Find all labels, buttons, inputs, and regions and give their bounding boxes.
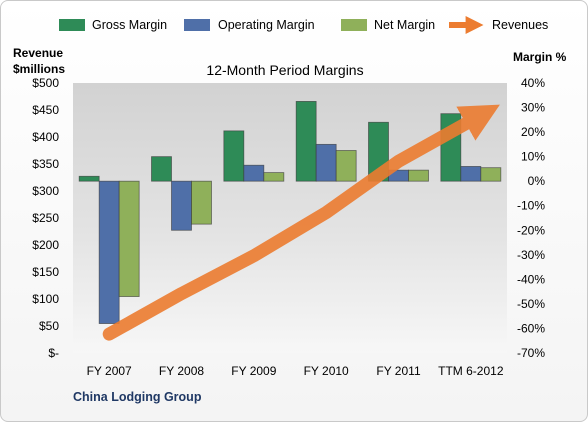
legend-label-net-margin: Net Margin — [374, 18, 435, 32]
legend-label-revenues: Revenues — [492, 18, 548, 32]
x-tick-label: FY 2011 — [376, 364, 421, 378]
bar-gross-margin — [223, 130, 245, 182]
right-tick-label: 0% — [528, 174, 546, 188]
left-tick-label: $400 — [32, 130, 59, 144]
right-tick-label: -70% — [517, 346, 545, 360]
left-tick-label: $50 — [39, 319, 59, 333]
bar-net-margin — [335, 150, 357, 182]
legend-swatch-operating-margin — [184, 19, 210, 31]
left-tick-label: $350 — [32, 157, 59, 171]
bar-net-margin — [480, 167, 502, 182]
bar-operating-margin — [171, 180, 192, 231]
x-tick-label: TTM 6-2012 — [438, 364, 504, 378]
bar-operating-margin — [460, 166, 482, 182]
left-tick-label: $500 — [32, 76, 59, 90]
left-tick-label: $300 — [32, 184, 59, 198]
bar-net-margin — [191, 180, 212, 225]
left-axis-title-line1: Revenue — [13, 46, 63, 60]
revenue-arrow-line — [102, 104, 500, 341]
right-tick-label: -60% — [517, 321, 545, 335]
bar-operating-margin — [315, 143, 337, 182]
right-tick-label: -30% — [517, 248, 545, 262]
bar-gross-margin — [295, 101, 317, 182]
left-tick-label: $- — [48, 346, 59, 360]
legend-swatch-gross-margin — [59, 19, 85, 31]
right-tick-label: 40% — [521, 76, 545, 90]
chart-title: 12-Month Period Margins — [206, 62, 363, 78]
x-tick-label: FY 2009 — [231, 364, 276, 378]
bar-operating-margin — [98, 180, 120, 324]
company-name: China Lodging Group — [73, 390, 202, 404]
right-tick-label: 20% — [521, 125, 545, 139]
legend: Gross Margin Operating Margin Net Margin… — [59, 16, 548, 34]
bar-gross-margin — [151, 156, 172, 182]
legend-swatch-net-margin — [341, 19, 367, 31]
bar-net-margin — [263, 172, 285, 182]
right-tick-label: -40% — [517, 272, 545, 286]
legend-label-gross-margin: Gross Margin — [92, 18, 167, 32]
bar-operating-margin — [243, 164, 265, 182]
x-tick-label: FY 2008 — [159, 364, 204, 378]
right-tick-label: -50% — [517, 297, 545, 311]
right-tick-label: 10% — [521, 150, 545, 164]
legend-label-operating-margin: Operating Margin — [218, 18, 315, 32]
left-tick-label: $100 — [32, 292, 59, 306]
left-tick-label: $200 — [32, 238, 59, 252]
x-tick-label: FY 2010 — [304, 364, 349, 378]
left-tick-label: $450 — [32, 103, 59, 117]
bar-gross-margin — [78, 175, 100, 182]
bar-net-margin — [408, 169, 429, 182]
right-tick-label: 30% — [521, 101, 545, 115]
right-tick-label: -10% — [517, 199, 545, 213]
left-tick-label: $250 — [32, 211, 59, 225]
bar-net-margin — [118, 180, 140, 297]
x-tick-label: FY 2007 — [87, 364, 132, 378]
left-tick-label: $150 — [32, 265, 59, 279]
right-axis-title: Margin % — [513, 50, 567, 64]
right-tick-label: -20% — [517, 223, 545, 237]
left-axis-title-line2: $millions — [13, 62, 65, 76]
